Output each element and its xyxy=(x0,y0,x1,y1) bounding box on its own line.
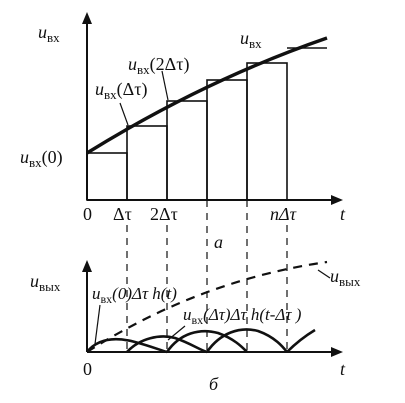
bottom-origin-label: 0 xyxy=(83,359,92,379)
step-bar xyxy=(86,152,128,201)
tick-label-0: 0 xyxy=(83,204,92,224)
step-bars xyxy=(86,47,327,201)
tick-label-ndt: nΔτ xyxy=(270,204,297,224)
top-y-arrow xyxy=(82,12,92,24)
input-curve xyxy=(86,36,328,155)
step-bar xyxy=(126,125,168,201)
leader-dt xyxy=(119,102,129,126)
step-bar xyxy=(206,79,248,201)
impulse-response xyxy=(85,337,168,354)
top-panel: uвх uвх uвх(2Δτ) uвх(Δτ) uвх(0) 0 Δτ 2Δτ… xyxy=(20,12,346,252)
label-response-0: uвх(0)Δτ h(t) xyxy=(92,284,177,306)
top-x-arrow xyxy=(331,195,343,205)
impulse-response xyxy=(286,328,316,353)
bottom-x-label: t xyxy=(340,359,346,379)
step-bar xyxy=(166,100,208,201)
label-response-1: uвх(Δτ)Δτ h(t-Δτ ) xyxy=(183,305,302,327)
label-uin-2dt: uвх(2Δτ) xyxy=(128,54,189,77)
curve-label-uout: uвых xyxy=(330,266,361,289)
output-curve xyxy=(86,260,328,353)
leader-response-0 xyxy=(94,304,101,345)
bottom-x-arrow xyxy=(331,347,343,357)
leader-response-1 xyxy=(167,325,186,341)
panel-letter-b: б xyxy=(209,374,219,394)
tick-label-dt: Δτ xyxy=(113,204,132,224)
tick-label-2dt: 2Δτ xyxy=(150,204,178,224)
impulse-response xyxy=(205,328,289,353)
guide-lines xyxy=(126,200,288,352)
label-uin-0: uвх(0) xyxy=(20,147,63,170)
impulse-responses xyxy=(85,328,316,354)
impulse-response xyxy=(165,329,248,353)
label-uin-dt: uвх(Δτ) xyxy=(95,79,147,102)
leader-uout xyxy=(317,269,331,279)
bottom-y-arrow xyxy=(82,260,92,272)
top-y-label: uвх xyxy=(38,22,60,45)
top-x-label: t xyxy=(340,204,346,224)
impulse-response xyxy=(126,335,208,354)
panel-letter-a: а xyxy=(214,232,223,252)
leader-2dt xyxy=(161,70,169,101)
curve-label-uin: uвх xyxy=(240,28,262,51)
step-bar xyxy=(246,62,288,201)
bottom-panel: uвых uвых uвх(0)Δτ h(t) uвх(Δτ)Δτ h(t-Δτ… xyxy=(30,260,361,394)
bottom-y-label: uвых xyxy=(30,271,61,294)
